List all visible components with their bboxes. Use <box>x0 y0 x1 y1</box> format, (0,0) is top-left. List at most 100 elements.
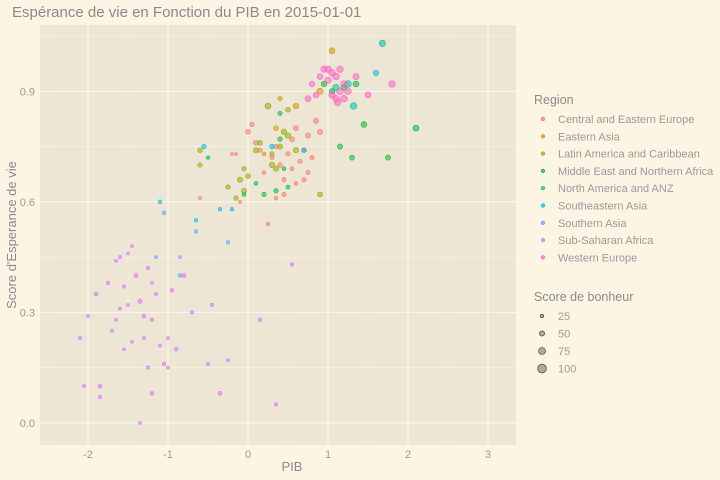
data-point <box>82 384 86 388</box>
data-point <box>97 383 103 389</box>
data-point <box>372 69 380 76</box>
chart-title: Espérance de vie en Fonction du PIB en 2… <box>12 4 361 21</box>
data-point <box>257 317 263 322</box>
data-point <box>173 347 179 352</box>
data-point <box>229 207 235 212</box>
region-legend-title: Region <box>534 93 574 107</box>
data-point <box>169 288 175 293</box>
size-legend-key <box>539 330 545 337</box>
data-point <box>98 395 103 400</box>
data-point <box>157 199 163 205</box>
size-legend-title: Score de bonheur <box>534 290 633 304</box>
data-point <box>257 140 263 146</box>
data-point <box>226 358 230 363</box>
data-point <box>277 136 283 142</box>
data-point <box>126 251 130 256</box>
data-point <box>277 143 283 150</box>
legend-swatch <box>540 255 546 260</box>
x-tick-label: 0 <box>245 449 251 461</box>
data-point <box>146 365 151 370</box>
data-point <box>280 128 288 135</box>
data-point <box>352 80 360 88</box>
data-point <box>340 94 348 103</box>
x-tick-label: 1 <box>325 449 331 461</box>
data-point <box>146 266 151 271</box>
data-point <box>114 317 118 322</box>
data-point <box>166 365 170 370</box>
legend-swatch <box>540 168 546 173</box>
data-point <box>277 110 283 116</box>
data-point <box>193 218 199 223</box>
data-point <box>194 229 199 234</box>
data-point <box>162 361 167 366</box>
data-point <box>265 221 271 227</box>
data-point <box>189 310 195 315</box>
data-point <box>360 121 368 128</box>
data-point <box>412 124 420 132</box>
data-point <box>261 151 267 157</box>
data-point <box>137 298 143 304</box>
data-point <box>78 336 83 341</box>
legend-label: Central and Eastern Europe <box>558 114 694 126</box>
data-point <box>106 280 111 285</box>
x-tick-label: -1 <box>163 449 173 461</box>
legend-label: Middle East and Northern Africa <box>558 166 714 178</box>
data-point <box>273 195 279 201</box>
data-point <box>118 306 122 311</box>
data-point <box>301 177 307 183</box>
data-point <box>230 152 234 156</box>
data-point <box>313 117 319 124</box>
y-axis-title: Score d'Esperance de vie <box>4 161 19 309</box>
data-point <box>284 132 292 139</box>
y-tick-label: 0.6 <box>20 197 35 209</box>
data-point <box>349 154 355 161</box>
data-point <box>317 191 323 198</box>
data-point <box>238 200 242 204</box>
data-point <box>297 158 303 164</box>
data-point <box>225 240 231 245</box>
legend-swatch <box>540 116 546 122</box>
x-tick-label: 2 <box>405 449 411 461</box>
data-point <box>352 73 360 81</box>
legend-label: Eastern Asia <box>558 131 621 143</box>
data-point <box>337 143 343 150</box>
data-point <box>197 162 203 168</box>
legend-swatch <box>540 238 546 243</box>
data-point <box>293 181 299 186</box>
x-tick-label: -2 <box>83 449 93 461</box>
data-point <box>217 391 223 396</box>
legend-label: Southern Asia <box>558 218 627 230</box>
data-point <box>253 147 259 154</box>
legend-swatch <box>540 203 546 208</box>
data-point <box>304 95 312 102</box>
data-point <box>234 152 238 156</box>
data-point <box>154 255 158 259</box>
data-point <box>122 284 126 289</box>
data-point <box>269 143 275 150</box>
data-point <box>273 125 279 131</box>
data-point <box>388 80 396 88</box>
data-point <box>344 87 352 95</box>
data-point <box>253 181 259 186</box>
size-legend-label: 100 <box>558 364 576 376</box>
data-point <box>198 196 202 201</box>
data-point <box>269 151 275 157</box>
data-point <box>312 91 320 99</box>
size-legend: Score de bonheur 25 50 75 100 <box>534 290 633 376</box>
data-point <box>241 192 247 197</box>
region-legend: Region Central and Eastern Europe Eastern… <box>534 93 714 264</box>
legend-swatch <box>540 186 546 191</box>
data-point <box>141 313 147 319</box>
data-point <box>328 91 336 99</box>
legend-label: North America and ANZ <box>558 183 674 195</box>
data-point <box>285 184 291 190</box>
data-point <box>118 255 123 260</box>
size-legend-label: 75 <box>558 346 570 358</box>
data-point <box>273 188 279 194</box>
data-point <box>150 317 155 322</box>
data-point <box>261 192 267 197</box>
data-point <box>285 107 291 113</box>
data-point <box>385 154 391 161</box>
